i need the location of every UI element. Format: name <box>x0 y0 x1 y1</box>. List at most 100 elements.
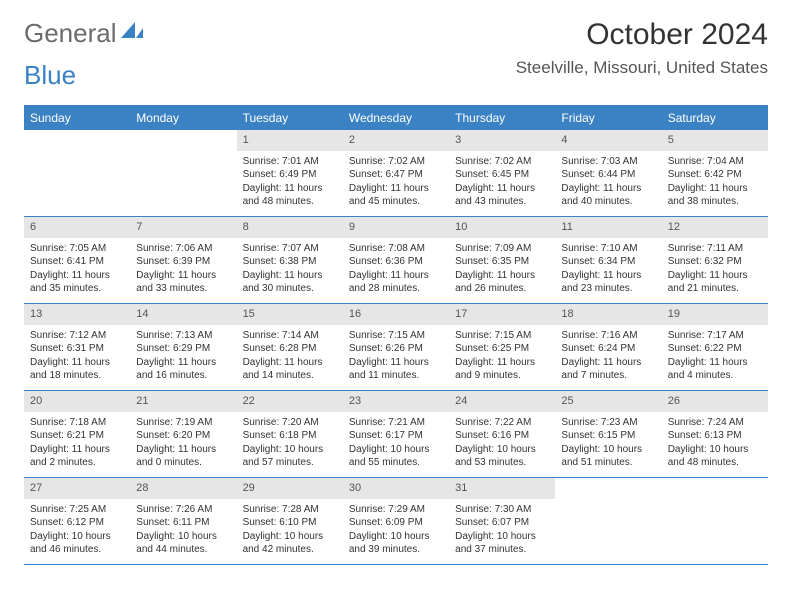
daylight-text: Daylight: 11 hours and 21 minutes. <box>668 269 762 296</box>
day-body: Sunrise: 7:04 AMSunset: 6:42 PMDaylight:… <box>662 151 768 215</box>
daylight-text: Daylight: 10 hours and 57 minutes. <box>243 443 337 470</box>
daylight-text: Daylight: 11 hours and 18 minutes. <box>30 356 124 383</box>
sunrise-text: Sunrise: 7:18 AM <box>30 416 124 430</box>
day-cell: 27Sunrise: 7:25 AMSunset: 6:12 PMDayligh… <box>24 478 130 564</box>
daylight-text: Daylight: 11 hours and 14 minutes. <box>243 356 337 383</box>
daylight-text: Daylight: 11 hours and 35 minutes. <box>30 269 124 296</box>
sunset-text: Sunset: 6:44 PM <box>561 168 655 182</box>
sunrise-text: Sunrise: 7:26 AM <box>136 503 230 517</box>
day-body: Sunrise: 7:01 AMSunset: 6:49 PMDaylight:… <box>237 151 343 215</box>
sunrise-text: Sunrise: 7:25 AM <box>30 503 124 517</box>
daylight-text: Daylight: 11 hours and 23 minutes. <box>561 269 655 296</box>
sunset-text: Sunset: 6:45 PM <box>455 168 549 182</box>
sunset-text: Sunset: 6:07 PM <box>455 516 549 530</box>
day-number: 5 <box>662 130 768 151</box>
sunrise-text: Sunrise: 7:11 AM <box>668 242 762 256</box>
day-number: 13 <box>24 304 130 325</box>
weekday-header: Saturday <box>662 106 768 130</box>
week-row: 27Sunrise: 7:25 AMSunset: 6:12 PMDayligh… <box>24 478 768 565</box>
day-cell: 13Sunrise: 7:12 AMSunset: 6:31 PMDayligh… <box>24 304 130 390</box>
sunrise-text: Sunrise: 7:13 AM <box>136 329 230 343</box>
day-number: 10 <box>449 217 555 238</box>
day-cell: 7Sunrise: 7:06 AMSunset: 6:39 PMDaylight… <box>130 217 236 303</box>
day-number: 2 <box>343 130 449 151</box>
sunset-text: Sunset: 6:20 PM <box>136 429 230 443</box>
day-cell: 20Sunrise: 7:18 AMSunset: 6:21 PMDayligh… <box>24 391 130 477</box>
title-block: October 2024 Steelville, Missouri, Unite… <box>516 18 768 78</box>
day-cell: 26Sunrise: 7:24 AMSunset: 6:13 PMDayligh… <box>662 391 768 477</box>
day-cell: 3Sunrise: 7:02 AMSunset: 6:45 PMDaylight… <box>449 130 555 216</box>
sunset-text: Sunset: 6:12 PM <box>30 516 124 530</box>
day-number: 22 <box>237 391 343 412</box>
sunset-text: Sunset: 6:28 PM <box>243 342 337 356</box>
sunset-text: Sunset: 6:41 PM <box>30 255 124 269</box>
day-number: 21 <box>130 391 236 412</box>
day-number: 29 <box>237 478 343 499</box>
day-number: 4 <box>555 130 661 151</box>
day-cell: 9Sunrise: 7:08 AMSunset: 6:36 PMDaylight… <box>343 217 449 303</box>
day-cell: 12Sunrise: 7:11 AMSunset: 6:32 PMDayligh… <box>662 217 768 303</box>
weeks-container: 1Sunrise: 7:01 AMSunset: 6:49 PMDaylight… <box>24 130 768 565</box>
daylight-text: Daylight: 11 hours and 11 minutes. <box>349 356 443 383</box>
sunset-text: Sunset: 6:35 PM <box>455 255 549 269</box>
sunset-text: Sunset: 6:36 PM <box>349 255 443 269</box>
weekday-header-row: Sunday Monday Tuesday Wednesday Thursday… <box>24 106 768 130</box>
day-body: Sunrise: 7:06 AMSunset: 6:39 PMDaylight:… <box>130 238 236 302</box>
sunset-text: Sunset: 6:39 PM <box>136 255 230 269</box>
day-body: Sunrise: 7:15 AMSunset: 6:25 PMDaylight:… <box>449 325 555 389</box>
day-number: 25 <box>555 391 661 412</box>
sunset-text: Sunset: 6:42 PM <box>668 168 762 182</box>
day-cell: 18Sunrise: 7:16 AMSunset: 6:24 PMDayligh… <box>555 304 661 390</box>
brand-logo: General <box>24 18 145 49</box>
day-body: Sunrise: 7:28 AMSunset: 6:10 PMDaylight:… <box>237 499 343 563</box>
weekday-header: Monday <box>130 106 236 130</box>
sunrise-text: Sunrise: 7:02 AM <box>455 155 549 169</box>
sunrise-text: Sunrise: 7:09 AM <box>455 242 549 256</box>
day-cell: 28Sunrise: 7:26 AMSunset: 6:11 PMDayligh… <box>130 478 236 564</box>
day-body: Sunrise: 7:29 AMSunset: 6:09 PMDaylight:… <box>343 499 449 563</box>
sunset-text: Sunset: 6:13 PM <box>668 429 762 443</box>
empty-cell <box>555 478 661 564</box>
day-number: 30 <box>343 478 449 499</box>
week-row: 6Sunrise: 7:05 AMSunset: 6:41 PMDaylight… <box>24 217 768 304</box>
day-cell: 2Sunrise: 7:02 AMSunset: 6:47 PMDaylight… <box>343 130 449 216</box>
day-body: Sunrise: 7:03 AMSunset: 6:44 PMDaylight:… <box>555 151 661 215</box>
day-body: Sunrise: 7:21 AMSunset: 6:17 PMDaylight:… <box>343 412 449 476</box>
sunset-text: Sunset: 6:24 PM <box>561 342 655 356</box>
day-cell: 31Sunrise: 7:30 AMSunset: 6:07 PMDayligh… <box>449 478 555 564</box>
day-number: 12 <box>662 217 768 238</box>
sunrise-text: Sunrise: 7:06 AM <box>136 242 230 256</box>
sunrise-text: Sunrise: 7:03 AM <box>561 155 655 169</box>
weekday-header: Thursday <box>449 106 555 130</box>
sunrise-text: Sunrise: 7:23 AM <box>561 416 655 430</box>
sunset-text: Sunset: 6:21 PM <box>30 429 124 443</box>
brand-word-2: Blue <box>24 60 76 91</box>
daylight-text: Daylight: 10 hours and 46 minutes. <box>30 530 124 557</box>
brand-word-1: General <box>24 18 117 49</box>
sunrise-text: Sunrise: 7:01 AM <box>243 155 337 169</box>
day-cell: 14Sunrise: 7:13 AMSunset: 6:29 PMDayligh… <box>130 304 236 390</box>
day-cell: 21Sunrise: 7:19 AMSunset: 6:20 PMDayligh… <box>130 391 236 477</box>
day-body: Sunrise: 7:25 AMSunset: 6:12 PMDaylight:… <box>24 499 130 563</box>
day-number: 6 <box>24 217 130 238</box>
daylight-text: Daylight: 11 hours and 38 minutes. <box>668 182 762 209</box>
day-body: Sunrise: 7:02 AMSunset: 6:45 PMDaylight:… <box>449 151 555 215</box>
sunrise-text: Sunrise: 7:16 AM <box>561 329 655 343</box>
day-cell: 8Sunrise: 7:07 AMSunset: 6:38 PMDaylight… <box>237 217 343 303</box>
day-number: 28 <box>130 478 236 499</box>
daylight-text: Daylight: 10 hours and 42 minutes. <box>243 530 337 557</box>
sunset-text: Sunset: 6:25 PM <box>455 342 549 356</box>
sunrise-text: Sunrise: 7:15 AM <box>455 329 549 343</box>
day-number: 7 <box>130 217 236 238</box>
day-number: 1 <box>237 130 343 151</box>
daylight-text: Daylight: 11 hours and 0 minutes. <box>136 443 230 470</box>
sunset-text: Sunset: 6:34 PM <box>561 255 655 269</box>
daylight-text: Daylight: 11 hours and 33 minutes. <box>136 269 230 296</box>
day-body: Sunrise: 7:26 AMSunset: 6:11 PMDaylight:… <box>130 499 236 563</box>
sunrise-text: Sunrise: 7:02 AM <box>349 155 443 169</box>
day-body: Sunrise: 7:12 AMSunset: 6:31 PMDaylight:… <box>24 325 130 389</box>
day-number: 11 <box>555 217 661 238</box>
sunrise-text: Sunrise: 7:07 AM <box>243 242 337 256</box>
day-body: Sunrise: 7:19 AMSunset: 6:20 PMDaylight:… <box>130 412 236 476</box>
day-body: Sunrise: 7:24 AMSunset: 6:13 PMDaylight:… <box>662 412 768 476</box>
